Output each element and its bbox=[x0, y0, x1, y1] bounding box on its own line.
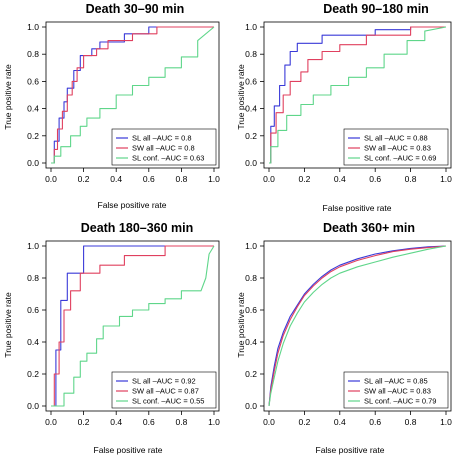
x-tick-label: 1.0 bbox=[440, 174, 452, 184]
roc-line-sl-conf bbox=[51, 245, 215, 407]
x-tick-label: 0.8 bbox=[175, 417, 187, 427]
x-axis-label: False positive rate bbox=[316, 445, 385, 455]
roc-line-sw-all bbox=[268, 245, 447, 407]
y-tick-label: 0.2 bbox=[27, 131, 39, 141]
y-tick-label: 0.2 bbox=[245, 131, 257, 141]
panel-title: Death 180–360 min bbox=[81, 221, 194, 235]
y-tick-label: 0.0 bbox=[27, 401, 39, 411]
legend-label: SW all –AUC = 0.8 bbox=[132, 144, 195, 153]
x-tick-label: 0.4 bbox=[334, 417, 346, 427]
y-tick-label: 0.8 bbox=[245, 273, 257, 283]
y-tick-label: 0.4 bbox=[245, 337, 257, 347]
legend-label: SW all –AUC = 0.83 bbox=[364, 387, 431, 396]
panel-title: Death 360+ min bbox=[323, 221, 415, 235]
roc-line-sl-all bbox=[268, 245, 447, 407]
panel-2: Death 180–360 min False positive rate Tr… bbox=[3, 221, 220, 455]
y-axis-label: True positive rate bbox=[236, 64, 246, 130]
x-tick-label: 0.8 bbox=[175, 174, 187, 184]
legend-box bbox=[343, 128, 449, 166]
y-tick-label: 1.0 bbox=[245, 22, 257, 32]
x-tick-label: 0.0 bbox=[263, 174, 275, 184]
x-tick-label: 0.2 bbox=[298, 417, 310, 427]
x-tick-label: 1.0 bbox=[208, 417, 220, 427]
legend-label: SL all –AUC = 0.8 bbox=[132, 134, 192, 143]
x-tick-label: 0.0 bbox=[45, 174, 57, 184]
y-axis-label: True positive rate bbox=[3, 292, 13, 358]
legend-label: SW all –AUC = 0.87 bbox=[132, 387, 199, 396]
panel-0: Death 30–90 min False positive rate True… bbox=[3, 2, 220, 210]
x-tick-label: 0.2 bbox=[298, 174, 310, 184]
panel-title: Death 90–180 min bbox=[323, 2, 429, 16]
x-tick-label: 1.0 bbox=[440, 417, 452, 427]
x-tick-label: 0.4 bbox=[110, 174, 122, 184]
y-tick-label: 0.4 bbox=[27, 337, 39, 347]
y-tick-label: 0.4 bbox=[245, 104, 257, 114]
x-axis-label: False positive rate bbox=[323, 203, 392, 213]
legend-label: SW all –AUC = 0.83 bbox=[364, 144, 431, 153]
y-tick-label: 0.6 bbox=[245, 305, 257, 315]
roc-line-sw-all bbox=[51, 245, 214, 407]
y-tick-label: 0.8 bbox=[27, 273, 39, 283]
roc-line-sl-conf bbox=[51, 26, 215, 164]
y-tick-label: 0.0 bbox=[27, 158, 39, 168]
y-tick-label: 0.8 bbox=[245, 49, 257, 59]
roc-line-sl-all bbox=[269, 26, 446, 164]
x-tick-label: 0.2 bbox=[78, 417, 90, 427]
legend-label: SL all –AUC = 0.85 bbox=[364, 377, 428, 386]
x-tick-label: 0.6 bbox=[369, 417, 381, 427]
roc-line-sw-all bbox=[269, 26, 446, 164]
y-tick-label: 0.2 bbox=[245, 369, 257, 379]
roc-line-sw-all bbox=[51, 26, 214, 164]
x-tick-label: 0.6 bbox=[143, 417, 155, 427]
legend-box bbox=[111, 371, 217, 409]
y-tick-label: 0.2 bbox=[27, 369, 39, 379]
legend-box bbox=[343, 371, 449, 409]
x-tick-label: 0.4 bbox=[110, 417, 122, 427]
x-tick-label: 0.0 bbox=[263, 417, 275, 427]
plot-frame bbox=[263, 240, 452, 412]
legend-label: SL conf. –AUC = 0.55 bbox=[132, 397, 204, 406]
plot-frame bbox=[45, 240, 220, 412]
panel-title: Death 30–90 min bbox=[86, 2, 185, 16]
y-tick-label: 0.0 bbox=[245, 401, 257, 411]
plot-frame bbox=[45, 21, 220, 169]
roc-line-sl-conf bbox=[268, 245, 447, 407]
plot-frame bbox=[263, 21, 452, 169]
x-tick-label: 0.6 bbox=[143, 174, 155, 184]
y-tick-label: 1.0 bbox=[245, 241, 257, 251]
y-tick-label: 0.8 bbox=[27, 49, 39, 59]
x-tick-label: 0.0 bbox=[45, 417, 57, 427]
roc-line-sl-all bbox=[51, 245, 214, 407]
y-tick-label: 0.4 bbox=[27, 104, 39, 114]
panel-3: Death 360+ min False positive rate True … bbox=[236, 221, 452, 455]
legend-label: SL conf. –AUC = 0.63 bbox=[132, 154, 204, 163]
x-tick-label: 0.2 bbox=[78, 174, 90, 184]
x-axis-label: False positive rate bbox=[98, 200, 167, 210]
y-tick-label: 0.0 bbox=[245, 158, 257, 168]
y-axis-label: True positive rate bbox=[236, 292, 246, 358]
y-tick-label: 0.6 bbox=[27, 305, 39, 315]
y-tick-label: 0.6 bbox=[27, 76, 39, 86]
x-tick-label: 0.4 bbox=[334, 174, 346, 184]
y-tick-label: 0.6 bbox=[245, 76, 257, 86]
panel-1: Death 90–180 min False positive rate Tru… bbox=[236, 2, 452, 213]
y-tick-label: 1.0 bbox=[27, 22, 39, 32]
y-tick-label: 1.0 bbox=[27, 241, 39, 251]
legend-label: SL all –AUC = 0.92 bbox=[132, 377, 196, 386]
x-tick-label: 0.6 bbox=[369, 174, 381, 184]
x-tick-label: 0.8 bbox=[405, 417, 417, 427]
y-axis-label: True positive rate bbox=[3, 64, 13, 130]
x-tick-label: 1.0 bbox=[208, 174, 220, 184]
roc-line-sl-conf bbox=[269, 26, 447, 164]
x-axis-label: False positive rate bbox=[94, 445, 163, 455]
legend-box bbox=[111, 128, 217, 166]
legend-label: SL conf. –AUC = 0.79 bbox=[364, 397, 436, 406]
x-tick-label: 0.8 bbox=[405, 174, 417, 184]
legend-label: SL conf. –AUC = 0.69 bbox=[364, 154, 436, 163]
legend-label: SL all –AUC = 0.88 bbox=[364, 134, 428, 143]
